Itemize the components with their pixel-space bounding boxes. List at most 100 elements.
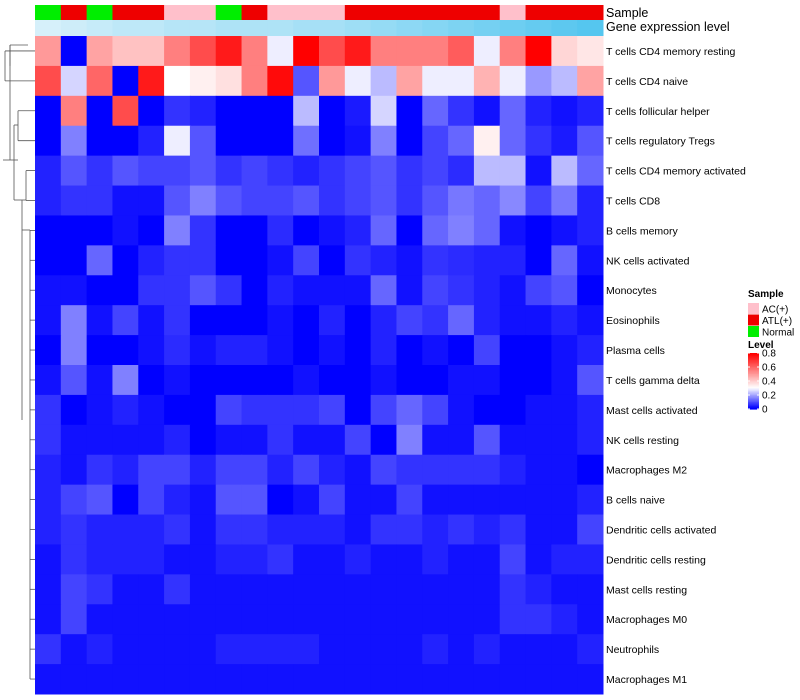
row-label: T cells gamma delta — [606, 375, 700, 387]
heatmap-cell — [189, 65, 217, 97]
heatmap-cell — [241, 514, 268, 545]
heatmap-cell — [577, 365, 604, 396]
heatmap-cell — [241, 36, 268, 67]
row-label: Eosinophils — [606, 315, 660, 327]
heatmap-cell — [551, 155, 578, 187]
heatmap-cell — [60, 574, 88, 605]
expression-annotation-cell — [473, 20, 501, 36]
heatmap-cell — [499, 36, 527, 67]
row-label: Plasma cells — [606, 345, 665, 357]
heatmap-cell — [112, 604, 139, 635]
sample-annotation-cell — [112, 5, 139, 20]
heatmap-cell — [370, 514, 397, 545]
legend-gradient-step — [748, 360, 759, 362]
heatmap-cell — [189, 335, 217, 366]
heatmap-cell — [293, 394, 320, 426]
heatmap-cell — [344, 245, 372, 276]
heatmap-cell — [448, 454, 475, 486]
heatmap-cell — [396, 604, 423, 635]
heatmap-cell — [189, 245, 217, 276]
heatmap-cell — [241, 335, 268, 366]
heatmap-cell — [577, 394, 604, 426]
heatmap-cell — [164, 335, 191, 366]
heatmap-cell — [319, 305, 346, 336]
heatmap-cell — [525, 95, 552, 127]
heatmap-cell — [189, 424, 217, 456]
heatmap-cell — [215, 394, 243, 426]
heatmap-cell — [319, 155, 346, 187]
heatmap-cell — [60, 604, 88, 635]
heatmap-cell — [267, 125, 294, 157]
heatmap-cell — [164, 305, 191, 336]
sample-annotation-cell — [370, 5, 397, 20]
row-label: Macrophages M0 — [606, 614, 687, 626]
heatmap-cell — [35, 275, 62, 306]
heatmap-cell — [86, 484, 113, 516]
heatmap-cell — [189, 514, 217, 545]
heatmap-cell — [86, 394, 113, 426]
heatmap-cell — [525, 185, 552, 216]
heatmap-cell — [189, 604, 217, 635]
legend-gradient-step — [748, 362, 759, 365]
heatmap-cell — [344, 155, 372, 187]
heatmap-cell — [525, 305, 552, 336]
heatmap-cell — [241, 664, 268, 695]
heatmap-cell — [86, 365, 113, 396]
heatmap-cell — [138, 484, 165, 516]
heatmap-cell — [473, 634, 501, 665]
heatmap-cell — [499, 275, 527, 306]
heatmap-cell — [319, 544, 346, 575]
legend-gradient-step — [748, 367, 759, 369]
heatmap-cell — [138, 185, 165, 216]
heatmap-cell — [35, 424, 62, 456]
sample-annotation-cell — [551, 5, 578, 20]
expression-annotation-cell — [499, 20, 527, 36]
heatmap-cell — [551, 36, 578, 67]
heatmap-cell — [577, 454, 604, 486]
expression-annotation-cell — [138, 20, 165, 36]
heatmap-cell — [215, 424, 243, 456]
row-label: NK cells activated — [606, 255, 690, 267]
heatmap-cell — [60, 634, 88, 665]
heatmap-cell — [241, 95, 268, 127]
heatmap-cell — [396, 484, 423, 516]
heatmap-cell — [138, 424, 165, 456]
heatmap-cell — [189, 664, 217, 695]
heatmap-cell — [293, 514, 320, 545]
row-label: Macrophages M2 — [606, 465, 687, 477]
heatmap-cell — [293, 95, 320, 127]
heatmap-cell — [215, 305, 243, 336]
heatmap-cell — [138, 305, 165, 336]
heatmap-cell — [138, 365, 165, 396]
heatmap-cell — [138, 65, 165, 97]
heatmap-cell — [164, 574, 191, 605]
legend-swatch — [748, 326, 759, 337]
heatmap-cell — [112, 514, 139, 545]
heatmap-cell — [60, 335, 88, 366]
heatmap-cell — [499, 544, 527, 575]
heatmap-cell — [319, 574, 346, 605]
legend-gradient-step — [748, 382, 759, 385]
row-label: T cells CD4 memory activated — [606, 166, 746, 178]
heatmap-cell — [499, 454, 527, 486]
heatmap-cell — [86, 125, 113, 157]
heatmap-cell — [138, 394, 165, 426]
sample-annotation-cell — [499, 5, 527, 20]
heatmap-cell — [551, 215, 578, 246]
heatmap-cell — [86, 185, 113, 216]
heatmap-cell — [112, 484, 139, 516]
heatmap-cell — [35, 634, 62, 665]
heatmap-cell — [86, 514, 113, 545]
legend-tick-label: 0.2 — [762, 391, 776, 402]
heatmap-cell — [241, 65, 268, 97]
heatmap-cell — [344, 664, 372, 695]
sample-annotation-cell — [86, 5, 113, 20]
heatmap-cell — [267, 65, 294, 97]
heatmap-cell — [448, 514, 475, 545]
heatmap-cell — [344, 305, 372, 336]
heatmap-cell — [138, 275, 165, 306]
heatmap-cell — [35, 484, 62, 516]
heatmap-cell — [370, 65, 397, 97]
heatmap-cell — [164, 275, 191, 306]
